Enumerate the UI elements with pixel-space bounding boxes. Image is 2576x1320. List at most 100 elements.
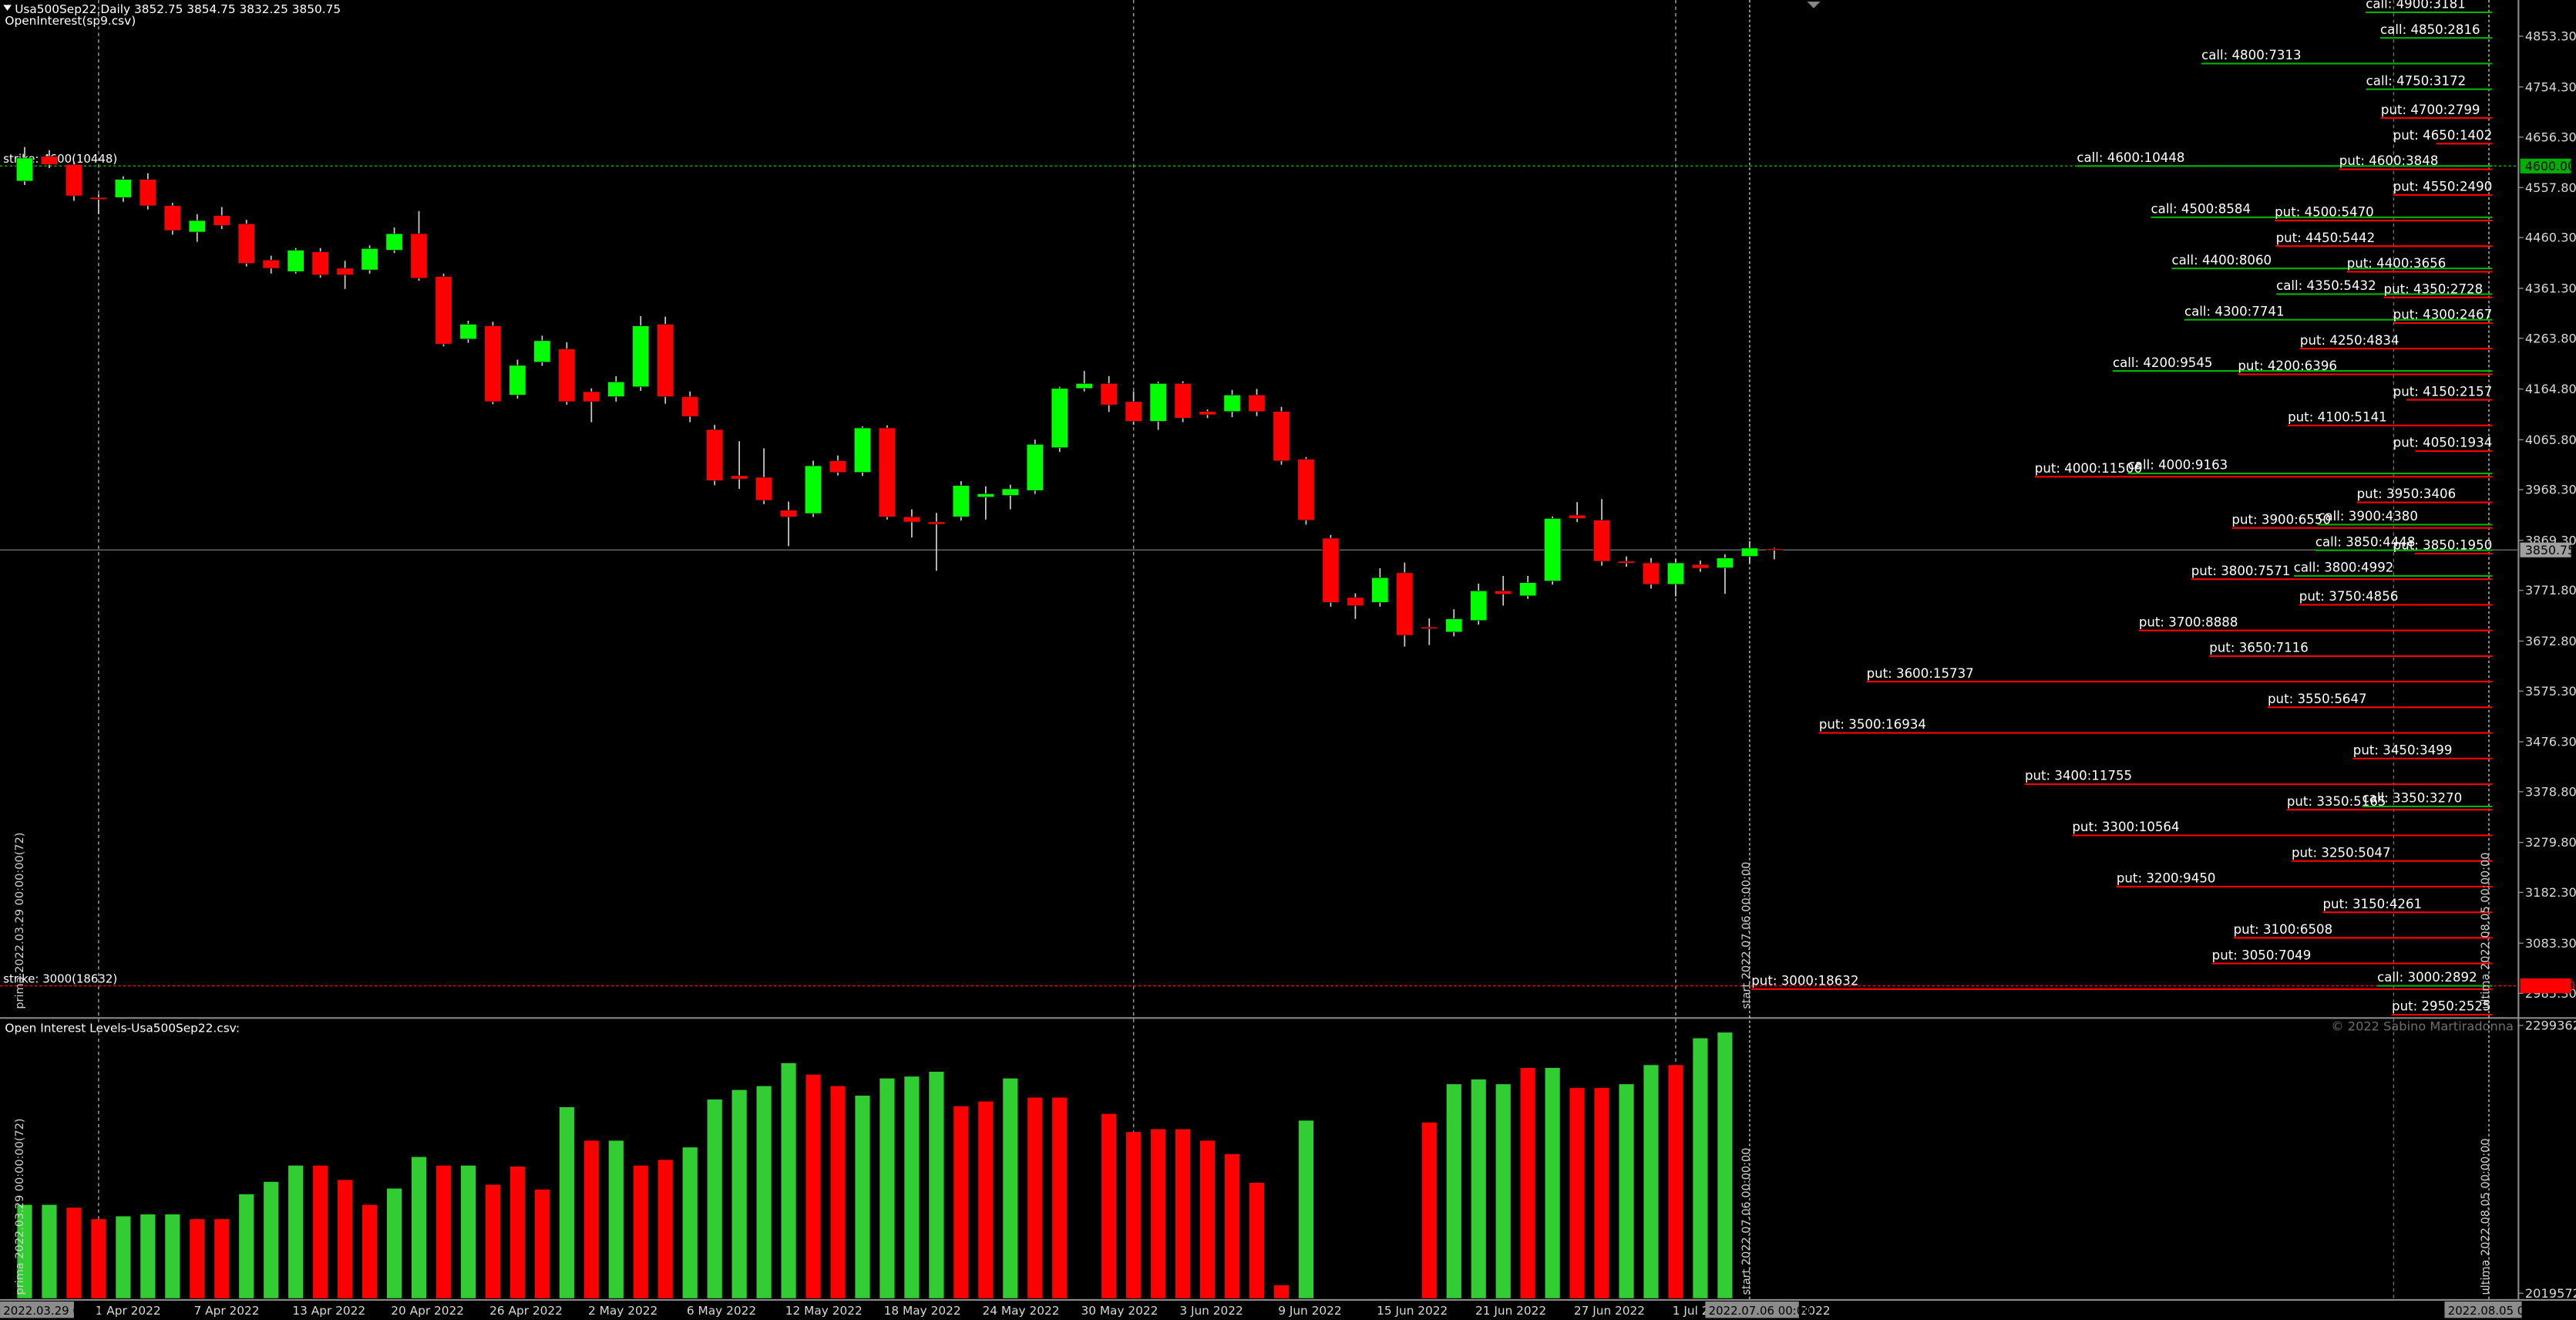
x-tick-label: 2 May 2022 xyxy=(588,1304,657,1318)
candle-body xyxy=(681,396,699,417)
oi-bar xyxy=(460,1165,476,1298)
candle-body xyxy=(607,381,625,397)
oi-bar xyxy=(608,1140,624,1298)
candle-body xyxy=(237,224,255,264)
oi-bar xyxy=(91,1219,106,1298)
candle-body xyxy=(657,324,674,397)
candle-body xyxy=(139,179,156,207)
candle-body xyxy=(163,205,181,231)
candle-body xyxy=(213,215,230,226)
price-marker-label: 4600.00 xyxy=(2525,159,2575,173)
oi-bar xyxy=(1643,1065,1659,1298)
x-tick-label: 26 Apr 2022 xyxy=(489,1304,563,1318)
oi-bar xyxy=(781,1062,796,1298)
y-tick-label: 4164.80 xyxy=(2525,382,2576,396)
oi-bar xyxy=(1545,1068,1560,1298)
time-marker-box xyxy=(2444,1301,2522,1318)
oi-level-label: call: 4200:9545 xyxy=(2113,355,2213,370)
y-tick-label: 3279.80 xyxy=(2525,835,2576,850)
oi-bar xyxy=(879,1078,895,1298)
candle-body xyxy=(583,391,600,402)
x-tick-label: 30 May 2022 xyxy=(1081,1304,1158,1318)
oi-level-label: put: 3300:10564 xyxy=(2072,820,2179,834)
oi-level-label: put: 4300:2467 xyxy=(2393,308,2493,322)
y-tick-label: 4065.80 xyxy=(2525,433,2576,447)
strike-label: strike: 3000(18632) xyxy=(3,971,117,985)
oi-bar xyxy=(1273,1285,1290,1298)
oi-bar xyxy=(1003,1078,1018,1298)
oi-bar xyxy=(830,1086,846,1298)
x-tick-label: 24 May 2022 xyxy=(983,1304,1060,1318)
oi-bar xyxy=(756,1086,772,1298)
y-tick-label: 3378.80 xyxy=(2525,784,2576,799)
candle-body xyxy=(1347,597,1364,606)
oi-bar xyxy=(411,1157,427,1298)
oi-level-label: put: 4600:3848 xyxy=(2339,153,2439,168)
oi-bar xyxy=(313,1165,328,1298)
candle-body xyxy=(1765,548,1783,551)
candle-body xyxy=(1001,488,1019,496)
axis-layer: prima 2022.03.29 00:00:00(72) prima 2022.… xyxy=(0,29,2576,1318)
oi-bar xyxy=(1693,1038,1708,1298)
candle-body xyxy=(188,220,206,233)
time-marker-axis-label: 2022.03.29 00:00 xyxy=(3,1304,106,1318)
y-tick-label: 4460.30 xyxy=(2525,231,2576,245)
candle-body xyxy=(1544,518,1562,581)
grid-layer xyxy=(0,0,2519,1300)
time-marker-box xyxy=(1705,1301,1799,1318)
time-marker-label: prima 2022.03.29 00:00:00(72) xyxy=(14,1118,26,1295)
candle-body xyxy=(829,460,846,473)
shift-marker[interactable] xyxy=(1807,2,1821,8)
oi-level-label: put: 4250:4834 xyxy=(2300,333,2399,348)
time-marker-label: prima 2022.03.29 00:00:00(72) xyxy=(14,833,26,1009)
oi-level-label: put: 2950:2525 xyxy=(2392,999,2491,1014)
candle-body xyxy=(40,156,58,165)
candle-body xyxy=(977,493,994,497)
oi-bar xyxy=(1569,1088,1585,1298)
oi-level-label: put: 3500:16934 xyxy=(1819,717,1926,732)
x-tick-label: 7 Apr 2022 xyxy=(194,1304,260,1318)
oi-level-label: put: 3400:11755 xyxy=(2025,769,2132,783)
oi-bar xyxy=(904,1076,920,1298)
candle-body xyxy=(1026,444,1044,491)
oi-level-label: call: 4000:9163 xyxy=(2128,458,2228,473)
collapse-icon[interactable] xyxy=(3,5,12,11)
oi-level-label: call: 4350:5432 xyxy=(2276,278,2376,293)
oi-bar xyxy=(1052,1097,1068,1298)
y-tick-label: 4754.30 xyxy=(2525,79,2576,94)
y-tick-label: 4557.80 xyxy=(2525,180,2576,195)
oi-bar xyxy=(1199,1140,1216,1298)
oi-level-label: call: 3800:4992 xyxy=(2294,561,2394,575)
candle-body xyxy=(16,157,33,182)
candle-body xyxy=(558,349,576,402)
oi-bar xyxy=(509,1166,525,1298)
y-tick-label: 4656.30 xyxy=(2525,130,2576,144)
oi-bar xyxy=(485,1184,501,1298)
oi-level-label: call: 4500:8584 xyxy=(2151,201,2251,216)
oi-bar xyxy=(1471,1079,1486,1298)
oi-bar xyxy=(534,1189,550,1298)
candle-body xyxy=(878,427,896,517)
oi-bar xyxy=(165,1214,180,1298)
candle-body xyxy=(1445,618,1463,633)
candle-body xyxy=(731,475,748,480)
candle-body xyxy=(509,365,526,396)
oi-bar xyxy=(1421,1122,1437,1298)
candle-body xyxy=(952,485,970,517)
oi-level-label: put: 3650:7116 xyxy=(2209,641,2309,655)
candle-body xyxy=(1297,459,1315,520)
oi-level-label: put: 4000:11506 xyxy=(2035,461,2142,476)
oi-bar xyxy=(707,1099,722,1298)
oi-level-label: put: 3950:3406 xyxy=(2357,487,2457,501)
oi-bar xyxy=(657,1160,673,1298)
oi-level-label: call: 4600:10448 xyxy=(2077,150,2184,165)
credit: © 2022 Sabino Martiradonna xyxy=(2331,1019,2514,1033)
candle-body xyxy=(1618,561,1636,564)
candle-body xyxy=(287,250,304,272)
y-tick-label: 3182.30 xyxy=(2525,885,2576,900)
oi-bar xyxy=(855,1096,870,1298)
candle-body xyxy=(1051,388,1068,448)
oi-level-label: put: 3550:5647 xyxy=(2268,692,2367,706)
oi-level-label: call: 4800:7313 xyxy=(2201,48,2302,62)
oi-bar xyxy=(978,1101,994,1298)
